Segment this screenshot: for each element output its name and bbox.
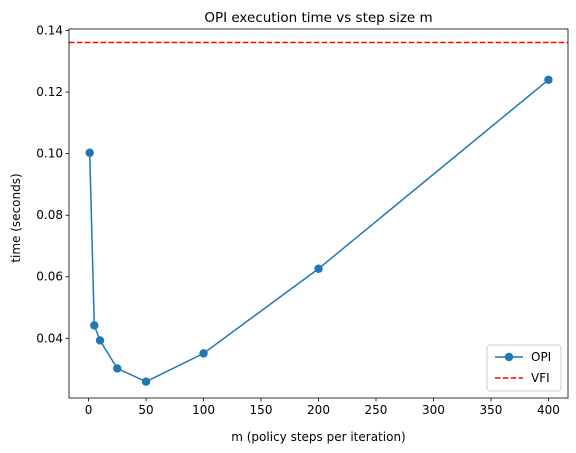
opi-point xyxy=(90,321,99,330)
x-axis-label: m (policy steps per iteration) xyxy=(231,430,405,444)
x-tick-label: 250 xyxy=(365,403,388,417)
legend: OPI VFI xyxy=(486,344,562,392)
opi-point xyxy=(314,264,323,273)
y-tick-label: 0.04 xyxy=(36,331,63,345)
y-tick-label: 0.06 xyxy=(36,270,63,284)
opi-point xyxy=(199,349,208,358)
x-tick-label: 50 xyxy=(138,403,153,417)
x-tick-label: 0 xyxy=(85,403,93,417)
legend-label-vfi: VFI xyxy=(531,371,550,385)
x-tick-label: 150 xyxy=(250,403,273,417)
legend-opi-marker xyxy=(504,352,514,362)
x-tick-label: 200 xyxy=(307,403,330,417)
opi-point xyxy=(95,336,105,345)
x-tick-label: 300 xyxy=(422,403,445,417)
opi-point xyxy=(544,75,553,84)
opi-point xyxy=(141,377,151,386)
legend-label-opi: OPI xyxy=(531,350,551,364)
x-tick-label: 400 xyxy=(537,403,560,417)
chart-title: OPI execution time vs step size m xyxy=(204,10,432,26)
y-tick-label: 0.14 xyxy=(36,24,63,38)
y-tick-label: 0.08 xyxy=(36,208,63,222)
x-tick-label: 100 xyxy=(192,403,215,417)
x-tick-label: 350 xyxy=(480,403,503,417)
opi-point xyxy=(113,364,122,373)
opi-point xyxy=(85,148,94,157)
y-tick-label: 0.12 xyxy=(36,85,63,99)
y-tick-label: 0.10 xyxy=(36,147,63,161)
y-axis-label: time (seconds) xyxy=(9,173,23,262)
plot-area: 0 50 100 150 200 250 300 350 400 0.04 0.06 0.08 0.10… xyxy=(36,24,569,417)
